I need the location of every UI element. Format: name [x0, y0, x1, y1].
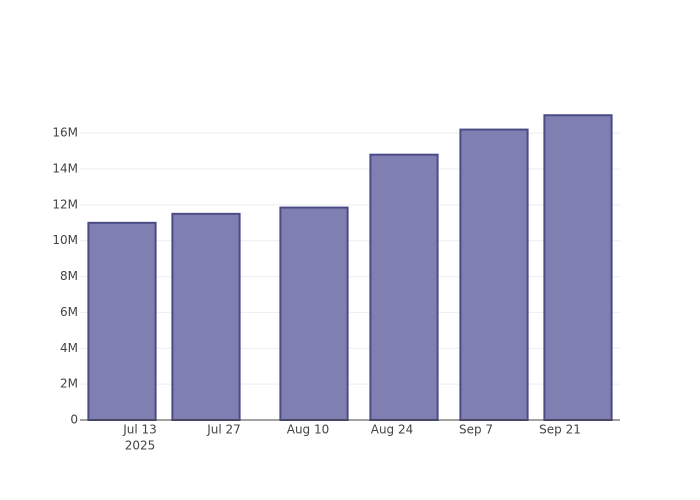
x-tick-label: Sep 7 — [459, 423, 493, 437]
x-tick-label: Jul 13 — [122, 423, 157, 437]
x-tick-label: Jul 27 — [206, 423, 241, 437]
x-tick-year: 2025 — [125, 439, 156, 453]
bar — [279, 206, 349, 421]
x-tick-label: Aug 24 — [371, 423, 414, 437]
bar — [87, 221, 157, 421]
y-tick-label: 0 — [70, 413, 78, 427]
y-tick-label: 4M — [60, 341, 78, 355]
bar — [369, 153, 439, 422]
y-tick-label: 6M — [60, 305, 78, 319]
y-tick-label: 12M — [52, 197, 78, 211]
bar — [543, 114, 613, 421]
y-tick-label: 16M — [52, 126, 78, 140]
bar — [459, 128, 529, 421]
y-tick-label: 14M — [52, 162, 78, 176]
y-tick-label: 8M — [60, 269, 78, 283]
y-tick-label: 2M — [60, 377, 78, 391]
y-tick-label: 10M — [52, 233, 78, 247]
bar — [171, 212, 241, 421]
x-tick-label: Aug 10 — [287, 423, 330, 437]
x-tick-label: Sep 21 — [539, 423, 581, 437]
